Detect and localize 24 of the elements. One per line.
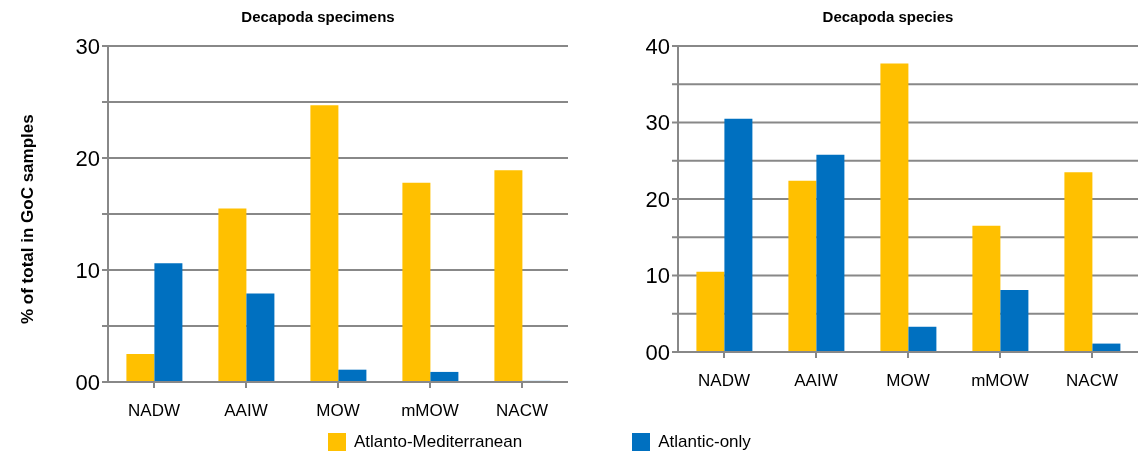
- x-tick-label: NADW: [698, 371, 750, 391]
- chart-title: Decapoda species: [821, 8, 955, 27]
- legend-label: Atlanto-Mediterranean: [354, 432, 523, 452]
- y-tick-label: 20: [75, 145, 100, 171]
- y-axis-title: % of total in GoC samples: [18, 114, 38, 324]
- y-tick-label: 00: [75, 369, 100, 395]
- x-tick-label: mMOW: [401, 401, 459, 421]
- y-tick-label: 30: [75, 33, 100, 59]
- legend-label: Atlantic-only: [658, 432, 751, 452]
- y-tick-label: 40: [645, 33, 670, 59]
- x-tick-label: mMOW: [971, 371, 1029, 391]
- y-tick-label: 20: [645, 186, 670, 212]
- y-tick-label: 10: [75, 257, 100, 283]
- x-tick-label: NADW: [128, 401, 180, 421]
- x-tick-label: AAIW: [224, 401, 268, 421]
- chart-title: Decapoda specimens: [240, 8, 396, 27]
- y-tick-label: 00: [645, 339, 670, 365]
- x-tick-label: MOW: [316, 401, 360, 421]
- x-tick-label: AAIW: [794, 371, 838, 391]
- x-tick-label: MOW: [886, 371, 930, 391]
- x-tick-label: NACW: [1066, 371, 1118, 391]
- y-tick-label: 30: [645, 110, 670, 136]
- x-tick-label: NACW: [496, 401, 548, 421]
- y-tick-label: 10: [645, 263, 670, 289]
